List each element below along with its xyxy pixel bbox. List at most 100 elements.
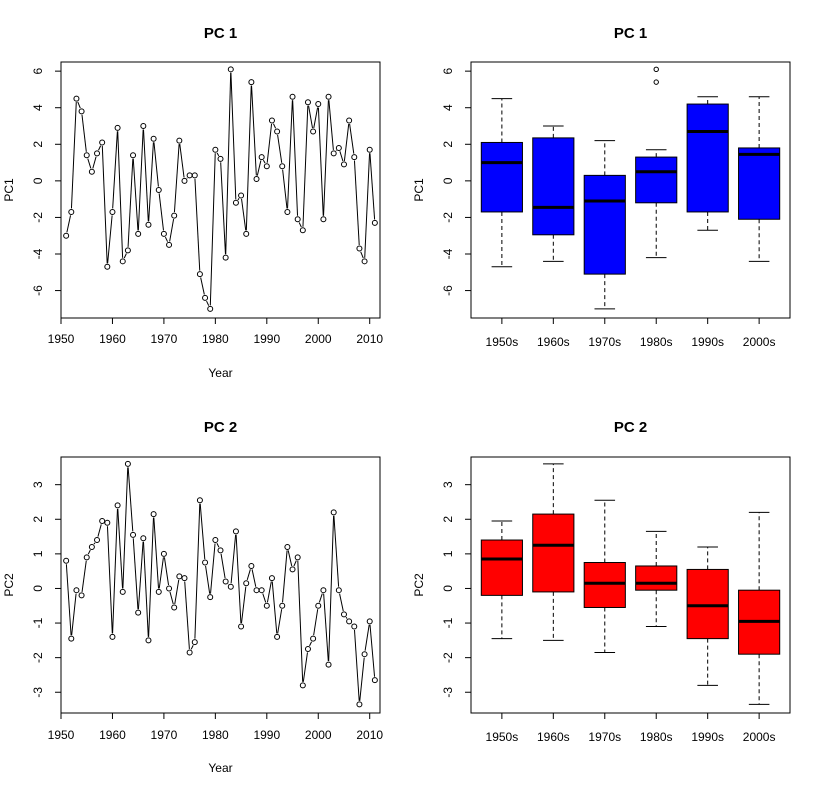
series-line-segment — [220, 162, 226, 255]
y-tick-label: 0 — [441, 585, 455, 592]
x-tick-label: 1980s — [640, 730, 673, 744]
data-point — [320, 216, 327, 223]
data-point — [253, 587, 260, 594]
data-point — [150, 135, 157, 142]
series-line-segment — [302, 652, 308, 682]
box-1950s — [480, 98, 523, 268]
data-point — [371, 219, 378, 226]
x-axis-label: Year — [208, 366, 232, 380]
data-point — [217, 547, 224, 554]
data-point — [238, 192, 245, 199]
data-point — [145, 221, 152, 228]
data-point — [68, 635, 75, 642]
box-1970s — [583, 140, 626, 310]
series-line-segment — [360, 251, 364, 259]
chart-title: PC 1 — [204, 25, 237, 42]
series-line-segment — [272, 123, 277, 129]
data-point — [196, 497, 203, 504]
data-point — [186, 649, 193, 656]
data-point — [181, 575, 188, 582]
series-line-segment — [230, 534, 237, 584]
series-line-segment — [122, 467, 129, 589]
data-point — [320, 587, 327, 594]
pc1_box-panel: PC 1 -6 -4 -2 0 2 4 6 PC1 1950s 1960s 1970s 1980s 199… — [412, 25, 791, 349]
series-line-segment — [364, 624, 370, 651]
box-1990s — [686, 96, 729, 231]
data-point — [294, 554, 301, 561]
chart-title: PC 1 — [614, 25, 647, 42]
series-line-segment — [271, 581, 278, 634]
data-point — [243, 580, 250, 587]
series-line-segment — [107, 215, 113, 264]
series-line-segment — [282, 550, 288, 603]
data-point — [145, 637, 152, 644]
data-point — [94, 150, 101, 157]
series-line-segment — [77, 101, 81, 109]
data-point — [268, 117, 275, 124]
series-line-segment — [313, 107, 319, 129]
data-point — [263, 602, 270, 609]
data-point — [248, 562, 255, 569]
box-1960s — [532, 125, 575, 262]
series-line-segment — [194, 178, 201, 271]
pc1_line-panel: PC 1 -6 -4 -2 0 2 4 6 PC1 1950 1960 1970 1980 1990 200… — [2, 25, 383, 380]
series-line-segment — [205, 565, 211, 594]
data-point — [63, 557, 70, 564]
y-axis-label: PC1 — [412, 178, 426, 202]
series-line-segment — [153, 517, 160, 589]
series-line-segment — [142, 541, 149, 637]
series-line-segment — [148, 517, 154, 637]
data-point — [356, 245, 363, 252]
data-point — [171, 604, 178, 611]
series-line-segment — [206, 300, 210, 306]
series-line-segment — [137, 129, 144, 231]
series-line-segment — [117, 508, 124, 589]
box-2000s — [738, 511, 781, 705]
y-tick-label: 2 — [31, 516, 45, 523]
x-tick-label: 1960s — [537, 730, 570, 744]
x-tick-label: 2000 — [305, 728, 332, 742]
x-tick-label: 1960 — [99, 332, 126, 346]
series-line-segment — [127, 467, 134, 532]
data-point — [114, 124, 121, 131]
chart-title: PC 2 — [614, 419, 647, 436]
data-point — [104, 519, 111, 526]
pc2_box-panel: PC 2 -3 -2 -1 0 1 2 3 PC2 1950s 1960s 1970s 1980s 199… — [412, 419, 791, 744]
y-tick-label: 2 — [441, 141, 455, 148]
data-point — [232, 528, 239, 535]
x-tick-label: 1990 — [253, 332, 280, 346]
series-line-segment — [339, 151, 344, 162]
box-2000s — [738, 96, 781, 262]
data-point — [191, 639, 198, 646]
y-tick-label: 6 — [31, 67, 45, 74]
data-point — [263, 163, 270, 170]
data-point — [135, 230, 142, 237]
data-point — [166, 585, 173, 592]
x-tick-label: 1950 — [48, 728, 75, 742]
series-line-segment — [266, 123, 273, 163]
data-point — [366, 618, 373, 625]
y-tick-label: 1 — [441, 550, 455, 557]
data-point — [335, 587, 342, 594]
series-line-segment — [112, 508, 118, 634]
x-tick-label: 1950s — [486, 335, 519, 349]
data-point — [325, 661, 332, 668]
data-point — [356, 701, 363, 708]
data-point — [299, 682, 306, 689]
series-line-segment — [169, 218, 175, 242]
data-point — [171, 212, 178, 219]
x-tick-label: 2000s — [743, 335, 776, 349]
x-tick-label: 2000 — [305, 332, 332, 346]
y-tick-label: -6 — [441, 285, 455, 296]
data-point — [63, 232, 70, 239]
data-point — [135, 609, 142, 616]
x-tick-label: 1970s — [588, 730, 621, 744]
y-tick-label: 0 — [31, 177, 45, 184]
data-point — [78, 108, 85, 115]
data-point — [227, 66, 234, 73]
series-line-segment — [237, 198, 240, 201]
data-point — [268, 575, 275, 582]
data-point — [371, 677, 378, 684]
data-point — [294, 216, 301, 223]
